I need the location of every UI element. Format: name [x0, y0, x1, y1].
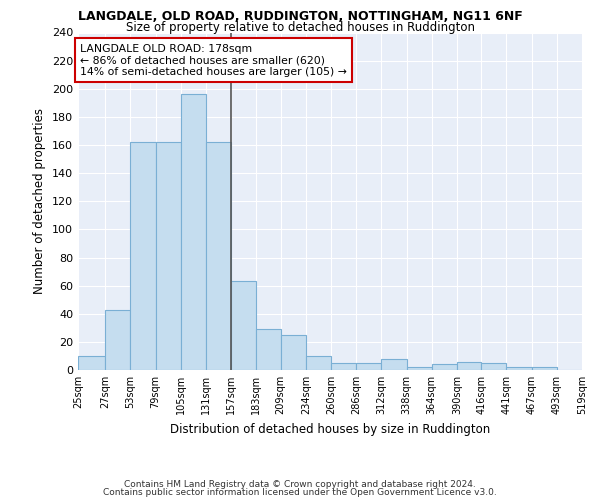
Bar	[155, 142, 181, 370]
Bar	[532, 367, 557, 370]
Bar	[306, 356, 331, 370]
Bar	[105, 310, 130, 370]
Bar	[78, 356, 105, 370]
Bar	[432, 364, 457, 370]
Bar	[481, 363, 506, 370]
Bar	[331, 363, 356, 370]
Bar	[256, 329, 281, 370]
Text: Contains public sector information licensed under the Open Government Licence v3: Contains public sector information licen…	[103, 488, 497, 497]
Bar	[181, 94, 206, 370]
Y-axis label: Number of detached properties: Number of detached properties	[34, 108, 46, 294]
Bar	[281, 335, 306, 370]
Bar	[206, 142, 231, 370]
Text: LANGDALE, OLD ROAD, RUDDINGTON, NOTTINGHAM, NG11 6NF: LANGDALE, OLD ROAD, RUDDINGTON, NOTTINGH…	[77, 10, 523, 23]
X-axis label: Distribution of detached houses by size in Ruddington: Distribution of detached houses by size …	[170, 422, 490, 436]
Bar	[457, 362, 481, 370]
Text: Contains HM Land Registry data © Crown copyright and database right 2024.: Contains HM Land Registry data © Crown c…	[124, 480, 476, 489]
Bar	[506, 367, 532, 370]
Text: LANGDALE OLD ROAD: 178sqm
← 86% of detached houses are smaller (620)
14% of semi: LANGDALE OLD ROAD: 178sqm ← 86% of detac…	[80, 44, 347, 77]
Bar	[231, 282, 256, 370]
Bar	[382, 359, 407, 370]
Text: Size of property relative to detached houses in Ruddington: Size of property relative to detached ho…	[125, 21, 475, 34]
Bar	[407, 367, 432, 370]
Bar	[356, 363, 382, 370]
Bar	[130, 142, 155, 370]
